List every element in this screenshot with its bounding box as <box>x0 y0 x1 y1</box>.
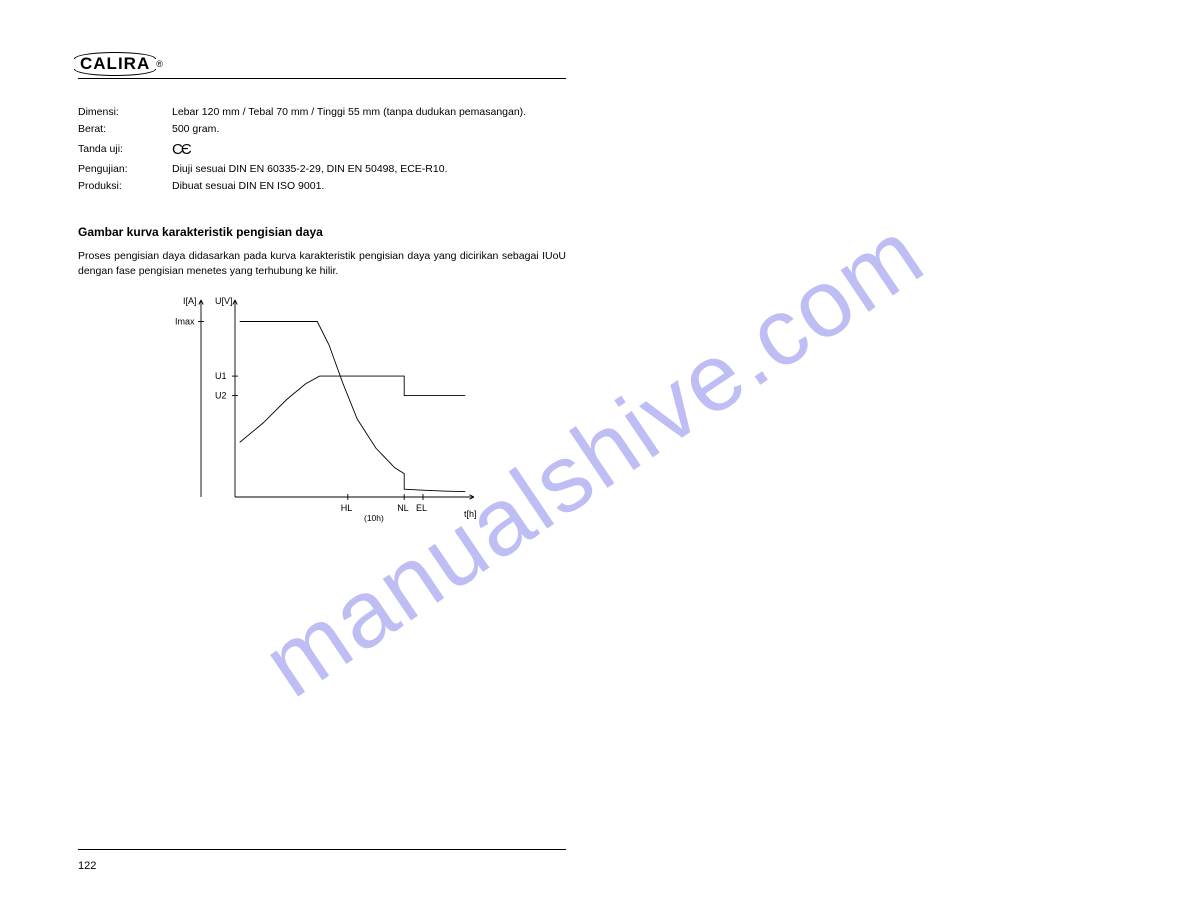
spec-value: Diuji sesuai DIN EN 60335-2-29, DIN EN 5… <box>172 162 566 178</box>
ce-mark-icon: CЄ <box>172 139 566 162</box>
svg-text:U2: U2 <box>215 391 227 401</box>
svg-text:U1: U1 <box>215 371 227 381</box>
spec-label: Dimensi: <box>78 105 172 121</box>
svg-text:NL: NL <box>397 503 409 513</box>
svg-text:I[A]: I[A] <box>183 296 197 306</box>
spec-list: Dimensi: Lebar 120 mm / Tebal 70 mm / Ti… <box>78 105 566 195</box>
spec-label: Pengujian: <box>78 162 172 178</box>
section-heading: Gambar kurva karakteristik pengisian day… <box>78 225 566 239</box>
svg-text:t[h]: t[h] <box>464 509 477 519</box>
spec-label: Tanda uji: <box>78 139 172 162</box>
spec-value: Dibuat sesuai DIN EN ISO 9001. <box>172 179 566 195</box>
spec-value: Lebar 120 mm / Tebal 70 mm / Tinggi 55 m… <box>172 105 566 121</box>
svg-text:EL: EL <box>416 503 427 513</box>
svg-text:Imax: Imax <box>175 317 195 327</box>
charging-curve-chart: I[A] U[V] t[h] Imax U1 U2 HL NL EL (10h) <box>78 292 566 527</box>
registered-mark: ® <box>156 59 163 69</box>
brand-logo: CALIRA ® <box>78 54 566 74</box>
spec-label: Produksi: <box>78 179 172 195</box>
svg-text:U[V]: U[V] <box>215 296 233 306</box>
brand-name: CALIRA <box>80 54 150 73</box>
spec-label: Berat: <box>78 122 172 138</box>
page-number: 122 <box>78 860 96 872</box>
footer-rule <box>78 849 566 850</box>
svg-text:HL: HL <box>340 503 352 513</box>
spec-value: 500 gram. <box>172 122 566 138</box>
section-caption: Proses pengisian daya didasarkan pada ku… <box>78 249 566 281</box>
svg-text:(10h): (10h) <box>364 513 384 523</box>
header-rule <box>78 78 566 79</box>
